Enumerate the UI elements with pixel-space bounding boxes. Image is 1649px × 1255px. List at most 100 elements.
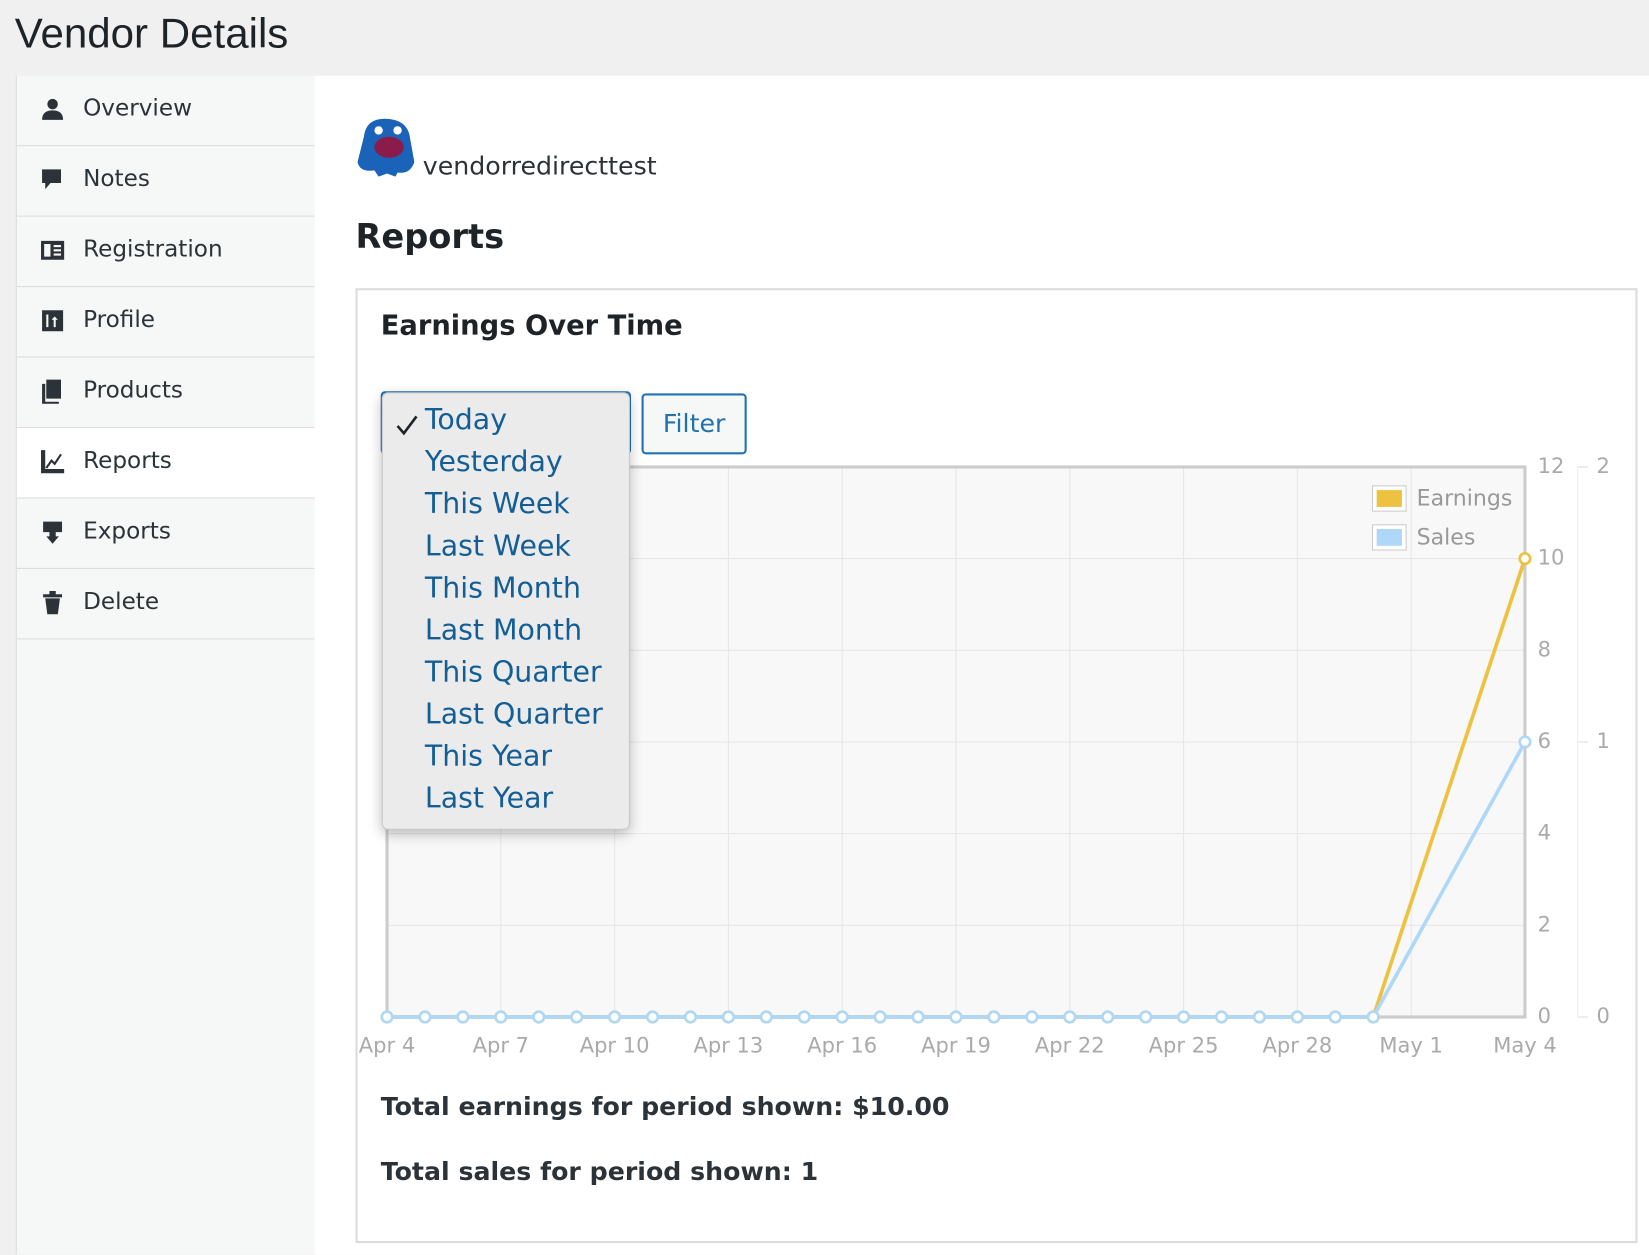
data-point [1101,1010,1115,1024]
data-point [380,1010,394,1024]
y2-tick-label: 2 [1596,453,1609,478]
dropdown-option[interactable]: This Month [424,572,581,605]
data-point [721,1010,735,1024]
nav-icon [42,310,64,332]
nav-item[interactable]: Reports [16,428,315,499]
dropdown-option[interactable]: Last Month [424,614,583,647]
y-tick-label: 10 [1538,545,1565,570]
data-point [418,1010,432,1024]
sidebar: Overview Notes Registration Profile Products… [15,75,316,1255]
filter-button[interactable]: Filter [641,393,747,455]
x-tick-label: May 4 [1493,1032,1557,1057]
x-tick-label: Apr 4 [359,1032,415,1057]
dropdown-option[interactable]: Today [424,403,508,437]
data-point [683,1010,698,1024]
data-point [1518,552,1532,566]
dropdown-option[interactable]: This Quarter [424,656,602,689]
y2-tick-label: 0 [1596,1003,1609,1028]
legend-swatch [1376,529,1402,546]
data-point [645,1010,660,1024]
dropdown-option[interactable]: This Week [424,487,570,521]
x-tick-label: Apr 19 [921,1032,991,1057]
period-dropdown: Today Yesterday This Week Last Week This Mon… [381,392,630,830]
x-tick-label: Apr 7 [473,1032,529,1057]
nav-icon [42,169,61,190]
x-tick-label: Apr 16 [807,1032,877,1057]
data-point [1063,1010,1077,1024]
nav-item[interactable]: Exports [16,499,315,569]
nav-label: Registration [83,236,223,263]
legend-swatch [1376,490,1402,507]
dropdown-option[interactable]: Last Year [424,782,554,816]
legend-label: Earnings [1417,487,1513,512]
total-sales: Total sales for period shown: 1 [380,1156,819,1187]
total-earnings: Total earnings for period shown: $10.00 [380,1091,950,1122]
vendor-name: vendorredirecttest [422,151,657,181]
legend-label: Sales [1417,525,1476,550]
nav-item[interactable]: Notes [16,146,315,217]
nav-icon [43,591,63,615]
data-point [835,1010,849,1024]
data-point [873,1010,887,1024]
x-tick-label: Apr 25 [1149,1032,1219,1057]
nav-label: Delete [83,588,160,616]
data-point [759,1010,773,1024]
check-mark [396,415,418,436]
data-point [1366,1010,1380,1024]
nav-icon [41,450,65,474]
nav-label: Exports [83,518,171,545]
y-tick-label: 0 [1538,1003,1551,1028]
data-point [456,1010,470,1024]
nav-label: Profile [83,307,156,334]
y2-tick-label: 1 [1596,728,1609,753]
section-title: Reports [355,216,505,257]
data-point [1139,1010,1153,1024]
dropdown-option[interactable]: This Year [424,740,553,773]
nav-label: Reports [83,448,172,475]
nav-item[interactable]: Delete [16,569,315,640]
x-tick-label: Apr 28 [1262,1032,1332,1057]
nav-label: Overview [83,95,193,122]
dropdown-option[interactable]: Last Week [424,530,571,563]
nav-item[interactable]: Profile [16,287,315,358]
nav-item[interactable]: Registration [16,217,315,288]
data-point [987,1010,1001,1024]
nav-icon [43,521,63,544]
nav-icon [41,240,65,260]
x-tick-label: Apr 10 [580,1032,650,1057]
nav-label: Products [83,377,183,404]
data-point [1290,1010,1304,1024]
y-tick-label: 4 [1538,820,1551,845]
data-point [1214,1010,1229,1024]
x-tick-label: Apr 22 [1035,1032,1105,1057]
data-point [608,1010,622,1024]
dropdown-option[interactable]: Yesterday [424,445,563,479]
check-path [396,415,418,436]
series-line [387,741,1527,1019]
data-point [1177,1010,1191,1024]
data-point [1252,1010,1267,1024]
data-point [797,1010,811,1024]
nav-icon [42,98,64,120]
y-tick-label: 2 [1538,911,1551,936]
y-tick-label: 8 [1538,636,1551,661]
data-point [570,1010,584,1024]
data-point [1025,1010,1039,1024]
data-point [1518,735,1532,749]
data-point [949,1010,963,1024]
report-title: Earnings Over Time [380,310,683,342]
page-title: Vendor Details [14,10,289,57]
y-tick-label: 12 [1538,453,1565,478]
x-tick-label: May 1 [1379,1032,1443,1057]
avatar [357,118,415,177]
nav-item[interactable]: Products [16,358,315,429]
nav-label: Notes [83,166,150,193]
nav-icon [42,379,61,404]
data-point [532,1010,546,1024]
data-point [911,1010,925,1024]
data-point [1328,1010,1342,1024]
nav-item[interactable]: Overview [16,76,315,147]
dropdown-option[interactable]: Last Quarter [424,698,603,731]
y-tick-label: 6 [1538,728,1551,753]
